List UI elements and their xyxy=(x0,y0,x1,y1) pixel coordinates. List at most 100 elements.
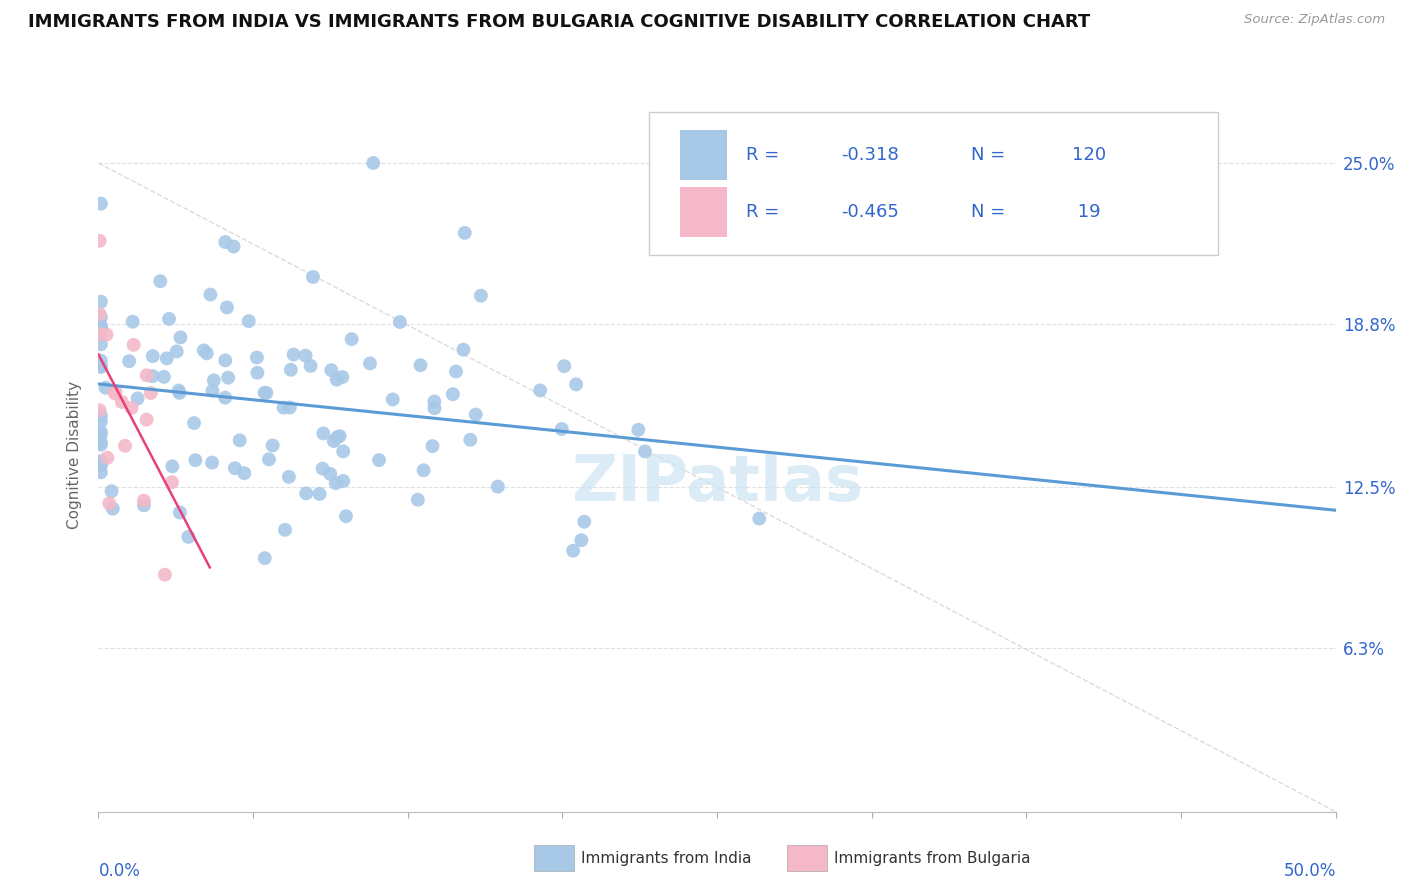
Text: ZIPatlas: ZIPatlas xyxy=(571,452,863,515)
Point xyxy=(90,320,112,334)
Point xyxy=(100,484,122,499)
Point xyxy=(90,458,112,473)
Point xyxy=(359,356,381,370)
Point xyxy=(224,461,246,475)
Text: 120: 120 xyxy=(1073,146,1107,164)
Point xyxy=(214,353,236,368)
Point xyxy=(278,401,301,415)
Point xyxy=(156,351,179,366)
Point xyxy=(330,370,353,384)
Point xyxy=(193,343,215,358)
Point xyxy=(329,429,352,443)
Point xyxy=(634,444,657,458)
Point xyxy=(308,487,330,501)
Point xyxy=(118,354,141,368)
Point xyxy=(214,391,236,405)
Point xyxy=(458,433,481,447)
Point xyxy=(111,395,134,409)
Point xyxy=(406,492,429,507)
Point xyxy=(90,196,112,211)
Point xyxy=(253,551,276,566)
Point xyxy=(127,392,149,406)
Text: -0.318: -0.318 xyxy=(841,146,898,164)
Point xyxy=(627,423,650,437)
Point xyxy=(141,369,163,384)
Point xyxy=(90,310,112,325)
Point xyxy=(114,439,136,453)
Point xyxy=(215,301,238,315)
FancyBboxPatch shape xyxy=(650,112,1218,255)
Text: R =: R = xyxy=(745,203,785,221)
Text: IMMIGRANTS FROM INDIA VS IMMIGRANTS FROM BULGARIA COGNITIVE DISABILITY CORRELATI: IMMIGRANTS FROM INDIA VS IMMIGRANTS FROM… xyxy=(28,13,1091,31)
Point xyxy=(274,523,297,537)
Point xyxy=(319,467,342,481)
Point xyxy=(90,415,112,429)
Point xyxy=(562,543,585,558)
Point xyxy=(361,156,384,170)
Point xyxy=(470,288,492,302)
Point xyxy=(89,403,111,417)
Point xyxy=(169,385,191,400)
Point xyxy=(222,239,245,253)
Point xyxy=(529,384,551,398)
Point xyxy=(184,453,207,467)
Point xyxy=(254,385,277,400)
Text: 0.0%: 0.0% xyxy=(98,862,141,880)
Point xyxy=(262,438,284,452)
Point xyxy=(246,366,269,380)
Point xyxy=(90,427,112,442)
Point xyxy=(90,353,112,368)
Point xyxy=(169,506,191,520)
Point xyxy=(311,461,333,475)
Point xyxy=(368,453,391,467)
Point xyxy=(89,234,111,248)
Point xyxy=(299,359,322,373)
Point xyxy=(153,369,176,384)
Point xyxy=(200,287,222,301)
Point xyxy=(90,294,112,309)
Point xyxy=(90,359,112,374)
Point xyxy=(312,426,335,441)
Point xyxy=(153,567,176,582)
Point xyxy=(571,533,593,548)
Bar xyxy=(681,130,727,180)
Point xyxy=(160,475,183,490)
Point xyxy=(96,450,118,465)
Point xyxy=(201,456,224,470)
Point xyxy=(217,370,239,384)
Point xyxy=(283,347,305,361)
Point xyxy=(453,343,475,357)
Point xyxy=(233,466,256,480)
Point xyxy=(412,463,434,477)
Point xyxy=(167,384,190,398)
Point xyxy=(574,515,596,529)
Point xyxy=(90,337,112,351)
Text: 50.0%: 50.0% xyxy=(1284,862,1336,880)
Bar xyxy=(681,187,727,237)
Text: Immigrants from India: Immigrants from India xyxy=(581,851,751,865)
Point xyxy=(183,416,205,430)
Point xyxy=(253,385,276,400)
Point xyxy=(90,465,112,479)
Y-axis label: Cognitive Disability: Cognitive Disability xyxy=(67,381,83,529)
Point xyxy=(295,486,318,500)
Point xyxy=(90,325,112,339)
Point xyxy=(132,499,155,513)
Point xyxy=(454,226,477,240)
Point xyxy=(381,392,404,407)
Point xyxy=(246,351,269,365)
Text: 19: 19 xyxy=(1073,203,1101,221)
Text: Source: ZipAtlas.com: Source: ZipAtlas.com xyxy=(1244,13,1385,27)
Point xyxy=(89,327,111,342)
Point xyxy=(486,480,509,494)
Point xyxy=(90,458,112,472)
Point xyxy=(423,394,446,409)
Point xyxy=(90,409,112,423)
Point xyxy=(202,373,225,387)
Point xyxy=(325,476,347,491)
Text: -0.465: -0.465 xyxy=(841,203,898,221)
Point xyxy=(332,474,354,488)
Point xyxy=(294,349,316,363)
Point xyxy=(325,373,347,387)
Point xyxy=(444,364,467,378)
